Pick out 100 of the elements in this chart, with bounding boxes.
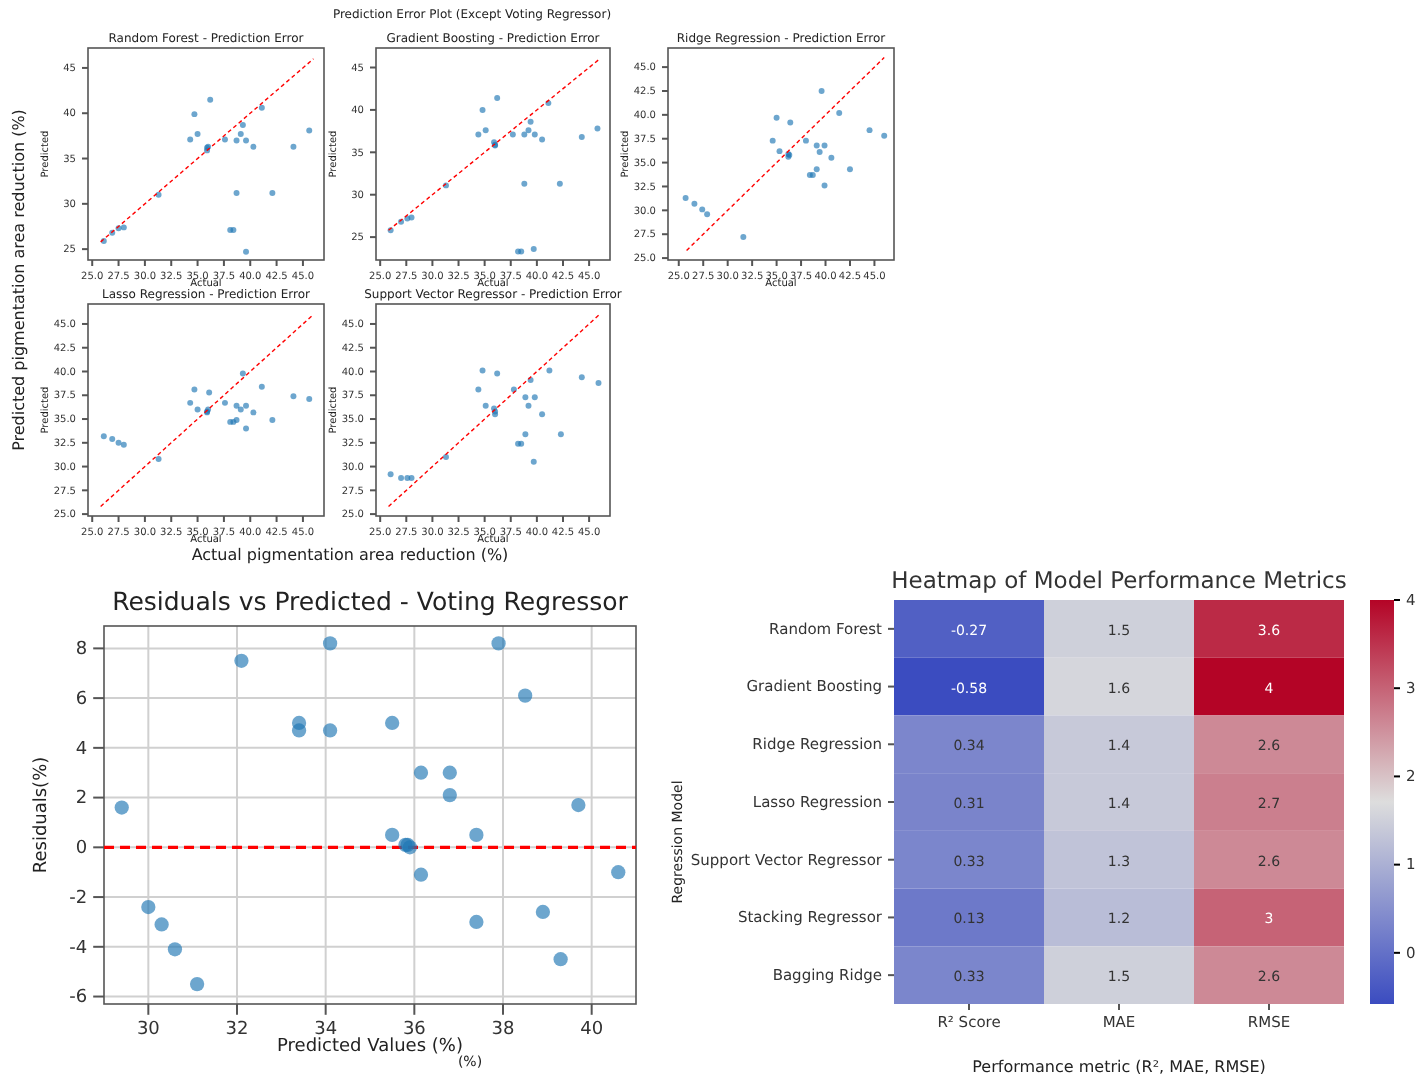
point: [821, 182, 828, 189]
point: [530, 458, 537, 465]
x-tick-label: 38: [491, 1019, 515, 1040]
point: [189, 976, 205, 992]
point: [787, 119, 794, 126]
point: [398, 474, 405, 481]
point: [385, 827, 400, 843]
point: [258, 383, 265, 390]
text: Predicted pigmentation area reduction (%): [10, 109, 28, 451]
point: [522, 431, 529, 438]
point: [594, 125, 601, 132]
point: [469, 914, 484, 930]
chart-title: Heatmap of Model Performance Metrics: [891, 566, 1347, 594]
point: [191, 386, 198, 393]
point: [237, 131, 244, 138]
point: [250, 409, 257, 416]
point: [482, 402, 489, 409]
point: [521, 131, 528, 138]
point: [322, 636, 338, 651]
point: [269, 189, 276, 196]
point: [469, 827, 484, 843]
point: [773, 114, 780, 121]
point: [535, 904, 551, 920]
point: [191, 111, 198, 118]
point: [699, 206, 706, 213]
point: [611, 865, 626, 880]
point: [413, 867, 429, 882]
point: [571, 797, 586, 813]
point: [475, 386, 482, 393]
point: [233, 189, 240, 196]
point: [258, 104, 265, 111]
point: [239, 122, 246, 128]
x-axis-title: Performance metric (R², MAE, RMSE): [972, 1058, 1266, 1076]
point: [553, 952, 568, 967]
point: [821, 142, 828, 149]
point: [387, 471, 394, 478]
point: [233, 137, 240, 144]
point: [557, 431, 564, 438]
x-tick-label: 36: [402, 1019, 427, 1040]
point: [269, 417, 276, 423]
point: [322, 723, 338, 738]
point: [221, 136, 228, 143]
point: [141, 899, 156, 915]
point: [494, 95, 501, 102]
point: [518, 688, 533, 703]
point: [155, 191, 162, 198]
point: [813, 142, 820, 149]
point: [167, 942, 183, 957]
y-axis-title: Residuals(%): [32, 756, 53, 874]
point: [291, 723, 307, 738]
y-tick-label: 4: [75, 739, 88, 760]
point: [479, 367, 486, 374]
point: [509, 131, 516, 138]
point: [525, 402, 532, 409]
point: [556, 180, 563, 187]
point: [306, 127, 313, 134]
y-tick-label: -6: [69, 988, 88, 1009]
point: [531, 394, 538, 401]
point: [100, 433, 107, 440]
point: [881, 132, 888, 139]
y-tick-label: 6: [75, 689, 88, 710]
point: [443, 454, 449, 461]
point: [206, 389, 213, 396]
point: [527, 118, 534, 125]
point: [740, 234, 747, 241]
point: [595, 379, 602, 386]
point: [442, 787, 457, 803]
point: [250, 143, 257, 150]
point: [413, 765, 429, 780]
point: [539, 136, 546, 143]
point: [682, 194, 689, 201]
y-tick-label: 0: [75, 839, 88, 860]
point: [828, 154, 835, 161]
point: [290, 393, 297, 400]
x-tick-label: 34: [314, 1019, 338, 1040]
point: [114, 800, 129, 815]
point: [813, 166, 820, 173]
point: [233, 402, 240, 409]
point: [816, 149, 823, 156]
point: [243, 425, 250, 432]
y-tick-label: 8: [75, 640, 88, 661]
x-tick-label: 32: [225, 1019, 249, 1040]
point: [194, 406, 201, 413]
point: [306, 396, 313, 403]
point: [187, 136, 194, 143]
point: [704, 211, 711, 218]
point: [290, 143, 297, 150]
point: [525, 127, 532, 134]
point: [802, 137, 809, 144]
point: [866, 127, 873, 134]
point: [239, 370, 246, 377]
point: [836, 109, 843, 116]
point: [494, 370, 501, 377]
point: [522, 394, 529, 401]
point: [109, 436, 116, 442]
point: [207, 96, 214, 103]
y-tick-label: -2: [69, 888, 88, 909]
y-tick-label: -4: [69, 938, 88, 959]
point: [776, 148, 783, 155]
point: [846, 166, 853, 173]
